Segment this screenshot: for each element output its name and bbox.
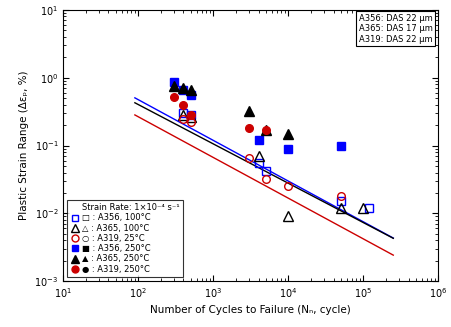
X-axis label: Number of Cycles to Failure (Nₙ, cycle): Number of Cycles to Failure (Nₙ, cycle) <box>150 305 350 316</box>
Legend: Strain Rate: 1×10⁻⁴ s⁻¹, □ : A356, 100°C, △ : A365, 100°C, ○ : A319, 25°C, ■ : A: Strain Rate: 1×10⁻⁴ s⁻¹, □ : A356, 100°C… <box>67 200 182 277</box>
Y-axis label: Plastic Strain Range (Δεₚ, %): Plastic Strain Range (Δεₚ, %) <box>19 71 29 220</box>
Text: A356: DAS 22 μm
A365: DAS 17 μm
A319: DAS 22 μm: A356: DAS 22 μm A365: DAS 17 μm A319: DA… <box>358 14 432 44</box>
